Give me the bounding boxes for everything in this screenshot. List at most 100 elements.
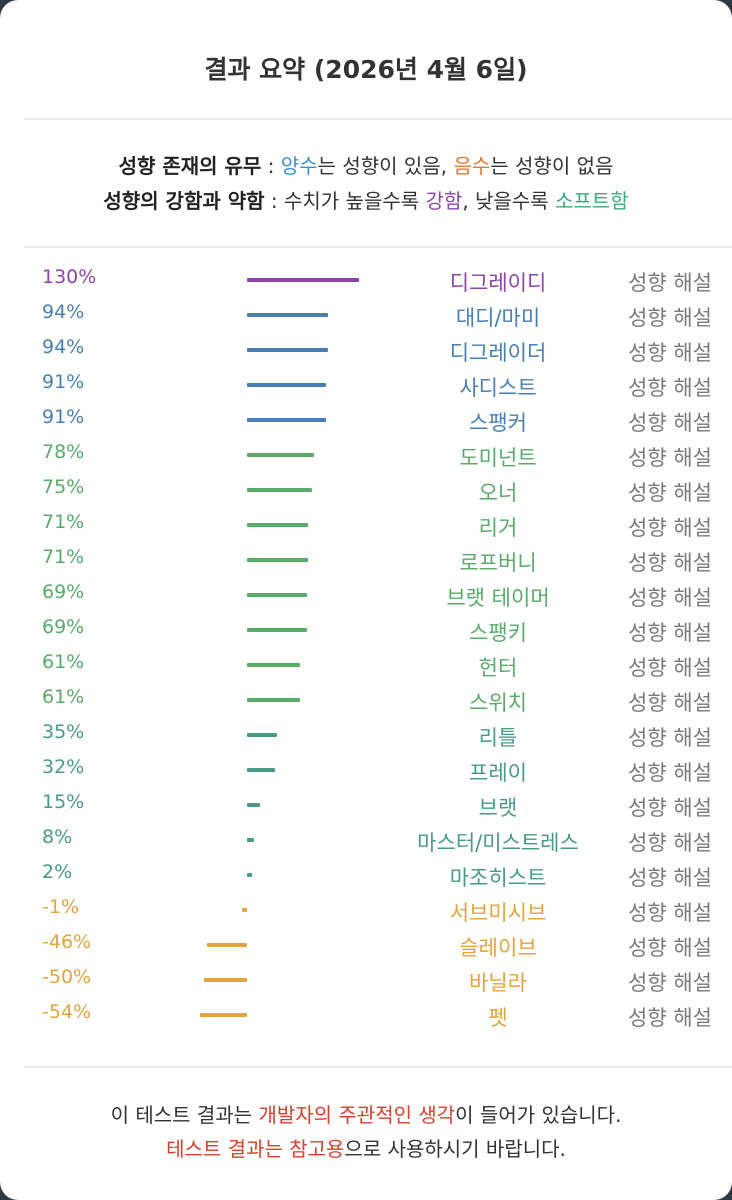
explain-link[interactable]: 성향 해설: [628, 726, 712, 750]
result-percent: -50%: [42, 966, 92, 988]
result-name: 브랫: [478, 796, 518, 820]
explain-link[interactable]: 성향 해설: [628, 446, 712, 470]
result-percent: 91%: [42, 406, 85, 428]
result-percent: -1%: [42, 896, 79, 918]
legend-existence-label: 성향 존재의 유무: [118, 154, 262, 178]
result-percent: -46%: [42, 931, 92, 953]
explain-link[interactable]: 성향 해설: [628, 901, 712, 925]
result-bar: [247, 348, 329, 352]
result-row: -1% 서브미시브 성향 해설: [0, 892, 732, 927]
explain-link[interactable]: 성향 해설: [628, 866, 712, 890]
result-percent: 75%: [42, 476, 85, 498]
result-percent: 71%: [42, 546, 85, 568]
result-bar: [247, 488, 312, 492]
result-bar: [247, 628, 307, 632]
explain-link[interactable]: 성향 해설: [628, 516, 712, 540]
explain-link[interactable]: 성향 해설: [628, 586, 712, 610]
result-row: -46% 슬레이브 성향 해설: [0, 927, 732, 962]
result-bar: [247, 453, 315, 457]
footer-note-2: 테스트 결과는 참고용으로 사용하시기 바랍니다.: [0, 1133, 732, 1162]
result-row: 75% 오너 성향 해설: [0, 472, 732, 507]
result-row: 94% 대디/마미 성향 해설: [0, 297, 732, 332]
footer-highlight: 테스트 결과는 참고용: [166, 1137, 345, 1161]
result-row: 35% 리틀 성향 해설: [0, 717, 732, 752]
explain-link[interactable]: 성향 해설: [628, 481, 712, 505]
legend-existence: 성향 존재의 유무 : 양수는 성향이 있음, 음수는 성향이 없음: [0, 150, 732, 179]
explain-link[interactable]: 성향 해설: [628, 306, 712, 330]
result-row: 130% 디그레이디 성향 해설: [0, 262, 732, 297]
explain-link[interactable]: 성향 해설: [628, 936, 712, 960]
explain-link[interactable]: 성향 해설: [628, 621, 712, 645]
legend-text: , 낮을수록: [462, 189, 555, 213]
result-bar: [247, 838, 254, 842]
result-row: 61% 헌터 성향 해설: [0, 647, 732, 682]
result-name: 펫: [488, 1006, 508, 1030]
footer-note-1: 이 테스트 결과는 개발자의 주관적인 생각이 들어가 있습니다.: [0, 1099, 732, 1128]
result-percent: 2%: [42, 861, 73, 883]
result-bar: [200, 1013, 247, 1017]
result-bar: [207, 943, 247, 947]
result-name: 브랫 테이머: [446, 586, 550, 610]
divider: [24, 118, 732, 120]
result-row: 8% 마스터/미스트레스 성향 해설: [0, 822, 732, 857]
explain-link[interactable]: 성향 해설: [628, 761, 712, 785]
explain-link[interactable]: 성향 해설: [628, 691, 712, 715]
legend-strength-label: 성향의 강함과 약함: [103, 189, 265, 213]
result-name: 스팽키: [469, 621, 527, 645]
result-name: 사디스트: [459, 376, 537, 400]
result-bar: [247, 768, 275, 772]
result-row: 71% 로프버니 성향 해설: [0, 542, 732, 577]
result-row: -50% 바닐라 성향 해설: [0, 962, 732, 997]
explain-link[interactable]: 성향 해설: [628, 796, 712, 820]
explain-link[interactable]: 성향 해설: [628, 341, 712, 365]
result-name: 리거: [478, 516, 518, 540]
result-row: 69% 브랫 테이머 성향 해설: [0, 577, 732, 612]
result-name: 리틀: [478, 726, 518, 750]
result-percent: 94%: [42, 301, 85, 323]
result-percent: 71%: [42, 511, 85, 533]
result-name: 로프버니: [459, 551, 537, 575]
result-name: 디그레이더: [449, 341, 547, 365]
explain-link[interactable]: 성향 해설: [628, 551, 712, 575]
legend-text: 는 성향이 없음: [490, 154, 614, 178]
result-name: 마스터/미스트레스: [417, 831, 579, 855]
result-percent: 32%: [42, 756, 85, 778]
result-name: 프레이: [469, 761, 527, 785]
explain-link[interactable]: 성향 해설: [628, 376, 712, 400]
legend-positive: 양수: [280, 154, 318, 178]
result-bar: [247, 278, 360, 282]
result-percent: 78%: [42, 441, 85, 463]
explain-link[interactable]: 성향 해설: [628, 656, 712, 680]
result-bar: [247, 558, 309, 562]
result-name: 오너: [478, 481, 518, 505]
explain-link[interactable]: 성향 해설: [628, 971, 712, 995]
result-row: 2% 마조히스트 성향 해설: [0, 857, 732, 892]
explain-link[interactable]: 성향 해설: [628, 271, 712, 295]
explain-link[interactable]: 성향 해설: [628, 831, 712, 855]
legend-sep: :: [261, 154, 281, 178]
result-bar: [247, 663, 300, 667]
result-name: 마조히스트: [449, 866, 547, 890]
explain-link[interactable]: 성향 해설: [628, 1006, 712, 1030]
result-percent: 69%: [42, 581, 85, 603]
result-name: 도미넌트: [459, 446, 537, 470]
explain-link[interactable]: 성향 해설: [628, 411, 712, 435]
result-percent: 35%: [42, 721, 85, 743]
result-row: 15% 브랫 성향 해설: [0, 787, 732, 822]
result-bar: [247, 873, 252, 877]
legend-negative: 음수: [453, 154, 491, 178]
result-bar: [242, 908, 247, 912]
result-bar: [247, 698, 300, 702]
result-percent: -54%: [42, 1001, 92, 1023]
result-name: 헌터: [478, 656, 518, 680]
result-name: 슬레이브: [459, 936, 537, 960]
footer-text: 이 들어가 있습니다.: [455, 1103, 622, 1127]
footer-text: 으로 사용하시기 바랍니다.: [344, 1137, 566, 1161]
result-name: 디그레이디: [449, 271, 547, 295]
result-name: 서브미시브: [449, 901, 547, 925]
divider: [24, 246, 732, 248]
legend-text: 는 성향이 있음,: [317, 154, 454, 178]
result-bar: [247, 803, 260, 807]
result-row: -54% 펫 성향 해설: [0, 997, 732, 1032]
legend-strong: 강함: [425, 189, 463, 213]
